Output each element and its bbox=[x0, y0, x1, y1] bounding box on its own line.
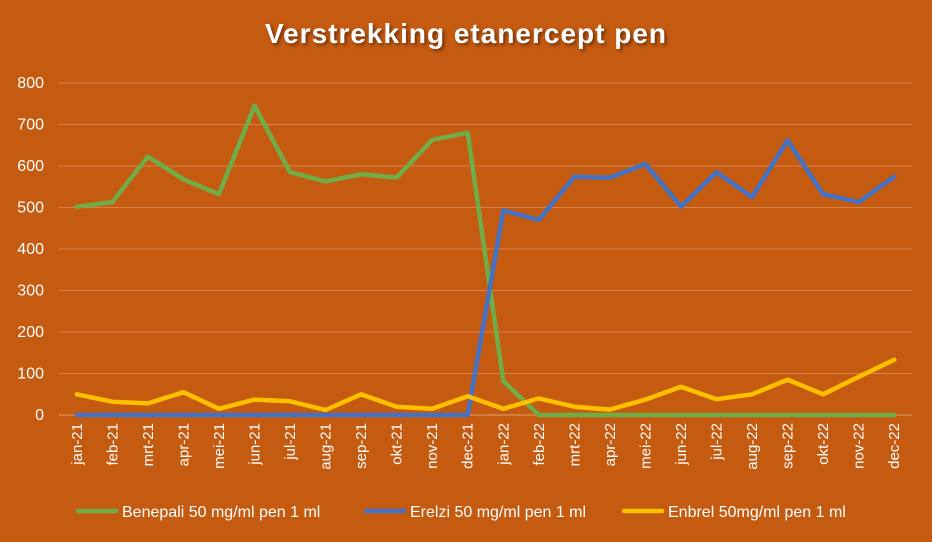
y-axis-ticks: 0 100 200 300 400 500 600 700 800 bbox=[17, 75, 44, 424]
x-tick-label: jul-22 bbox=[709, 423, 726, 461]
chart-title: Verstrekking etanercept pen bbox=[264, 18, 668, 49]
y-tick-label: 200 bbox=[17, 324, 44, 341]
x-tick-label: jun-22 bbox=[673, 423, 690, 466]
legend-label-2: Enbrel 50mg/ml pen 1 ml bbox=[668, 504, 846, 521]
y-tick-label: 500 bbox=[17, 200, 44, 217]
x-tick-label: jun-21 bbox=[246, 423, 263, 466]
x-tick-label: mrt-21 bbox=[140, 423, 157, 466]
x-tick-label: nov-21 bbox=[424, 423, 441, 469]
x-tick-label: okt-21 bbox=[389, 423, 406, 465]
x-tick-label: dec-22 bbox=[886, 423, 903, 469]
y-tick-label: 700 bbox=[17, 117, 44, 134]
y-tick-label: 300 bbox=[17, 283, 44, 300]
x-axis-ticks: jan-21 feb-21 mrt-21 apr-21 mei-21 jun-21 jul-… bbox=[69, 423, 903, 470]
x-tick-label: aug-21 bbox=[318, 423, 335, 470]
y-tick-label: 800 bbox=[17, 75, 44, 92]
x-tick-label: dec-21 bbox=[460, 423, 477, 469]
x-tick-label: apr-22 bbox=[602, 423, 619, 466]
x-tick-label: jan-22 bbox=[495, 423, 512, 466]
series-lines bbox=[74, 103, 897, 418]
x-tick-label: okt-22 bbox=[815, 423, 832, 465]
y-tick-label: 400 bbox=[17, 241, 44, 258]
series-line-2 bbox=[74, 357, 897, 413]
x-tick-label: nov-22 bbox=[851, 423, 868, 469]
x-tick-label: mrt-22 bbox=[566, 423, 583, 466]
y-tick-label: 100 bbox=[17, 366, 44, 383]
legend: Benepali 50 mg/ml pen 1 ml Erelzi 50 mg/m… bbox=[75, 504, 846, 521]
x-tick-label: sep-21 bbox=[353, 423, 370, 469]
x-tick-label: jan-21 bbox=[69, 423, 86, 466]
x-tick-label: feb-21 bbox=[104, 423, 121, 466]
series-line-1 bbox=[74, 138, 897, 418]
x-tick-label: mei-22 bbox=[637, 423, 654, 469]
legend-label-1: Erelzi 50 mg/ml pen 1 ml bbox=[410, 504, 586, 521]
x-tick-label: aug-22 bbox=[744, 423, 761, 470]
x-tick-label: mei-21 bbox=[211, 423, 228, 469]
y-tick-label: 600 bbox=[17, 158, 44, 175]
x-tick-label: jul-21 bbox=[282, 423, 299, 461]
y-tick-label: 0 bbox=[35, 407, 44, 424]
x-tick-label: feb-22 bbox=[531, 423, 548, 466]
series-line-0 bbox=[74, 103, 897, 418]
x-tick-label: sep-22 bbox=[780, 423, 797, 469]
legend-label-0: Benepali 50 mg/ml pen 1 ml bbox=[122, 504, 320, 521]
x-tick-label: apr-21 bbox=[175, 423, 192, 466]
